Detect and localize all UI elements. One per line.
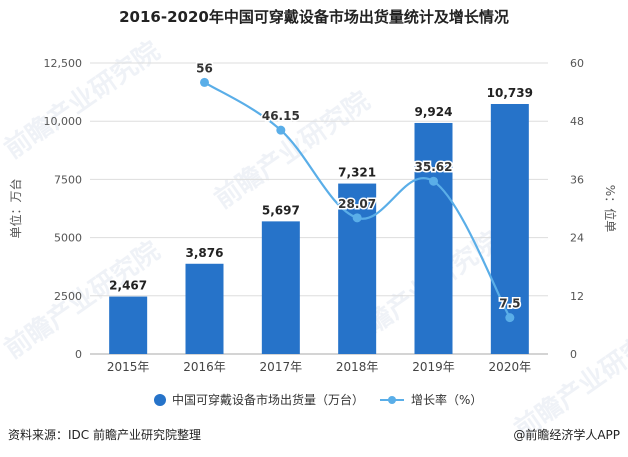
y2-tick-label: 36 [570, 173, 584, 186]
bar-value-label: 2,467 [109, 279, 147, 293]
growth-rate-point [276, 125, 286, 135]
y-tick-label: 12,500 [44, 57, 83, 70]
x-tick-label: 2015年 [107, 360, 150, 374]
y-axis-title: 单位：万台 [8, 178, 23, 238]
y2-tick-label: 60 [570, 57, 584, 70]
source-note: 资料来源：IDC 前瞻产业研究院整理 [8, 428, 201, 442]
x-tick-label: 2018年 [336, 360, 379, 374]
growth-rate-label: 28.07 [338, 197, 376, 211]
legend-swatch-line-marker [388, 396, 396, 404]
growth-rate-label: 46.15 [262, 109, 300, 123]
growth-rate-label: 7.5 [499, 297, 520, 311]
y-tick-label: 5000 [54, 232, 82, 245]
y2-axis-title: %：位单 [603, 185, 618, 232]
chart-title: 2016-2020年中国可穿戴设备市场出货量统计及增长情况 [119, 8, 509, 26]
y2-tick-label: 0 [570, 348, 577, 361]
y-tick-label: 10,000 [44, 115, 83, 128]
y2-tick-label: 48 [570, 115, 584, 128]
x-tick-label: 2019年 [412, 360, 455, 374]
bar [185, 263, 224, 354]
bar [414, 122, 453, 355]
legend-label: 中国可穿戴设备市场出货量（万台） [172, 392, 364, 407]
bar-value-label: 5,697 [262, 203, 300, 217]
growth-rate-point [505, 313, 515, 323]
legend-label: 增长率（%） [411, 392, 482, 407]
y2-tick-label: 24 [570, 232, 584, 245]
y-tick-label: 0 [75, 348, 82, 361]
growth-rate-point [200, 77, 209, 87]
growth-rate-label: 56 [196, 61, 213, 75]
bar [338, 183, 377, 354]
bar-value-label: 3,876 [186, 246, 224, 260]
bar-value-label: 7,321 [338, 166, 376, 180]
legend-swatch-bar [154, 394, 166, 406]
chart: 0 0 2500 12 5000 24 7500 36 10,000 48 12,500 60 单位：万… [8, 57, 618, 407]
bar [490, 103, 529, 354]
bar-value-label: 9,924 [415, 105, 453, 119]
x-tick-label: 2017年 [260, 360, 303, 374]
x-tick-label: 2016年 [183, 360, 226, 374]
y-tick-label: 2500 [54, 290, 82, 303]
bar [109, 296, 148, 354]
growth-rate-point [429, 176, 438, 186]
growth-rate-point [352, 213, 362, 223]
bar-value-label: 10,739 [487, 86, 533, 100]
bar [261, 221, 300, 354]
y2-tick-label: 12 [570, 290, 584, 303]
y-tick-label: 7500 [54, 173, 82, 186]
x-tick-label: 2020年 [489, 360, 532, 374]
brand-credit: @前瞻经济学人APP [513, 428, 620, 442]
growth-rate-label: 35.62 [415, 160, 453, 174]
